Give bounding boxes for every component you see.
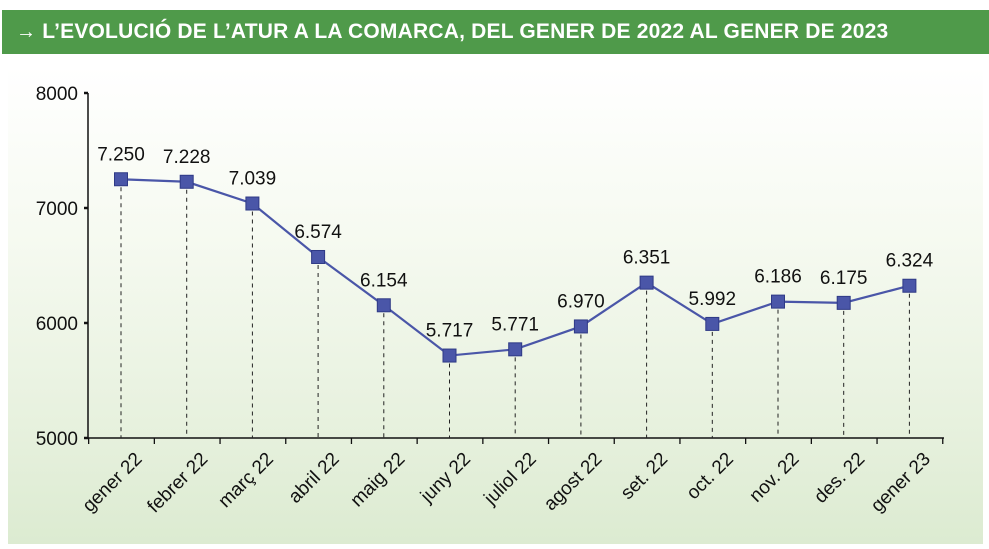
data-point (639, 275, 654, 290)
x-tick-label: gener 23 (867, 449, 935, 517)
x-tick-label: juny 22 (416, 449, 475, 508)
data-label: 6.970 (557, 291, 605, 312)
x-tick-label: febrer 22 (144, 449, 213, 518)
x-tick-label: des. 22 (810, 449, 869, 508)
chart-panel (8, 66, 983, 544)
y-tick-label: 5000 (36, 429, 78, 450)
data-point (705, 316, 720, 331)
data-label: 7.039 (229, 169, 277, 190)
y-tick-label: 6000 (36, 314, 78, 335)
data-point (245, 196, 260, 211)
data-point (836, 295, 851, 310)
chart-title: L’EVOLUCIÓ DE L’ATUR A LA COMARCA, DEL G… (42, 20, 889, 43)
x-tick-label: set. 22 (617, 449, 672, 504)
data-point (508, 342, 523, 357)
x-tick-label: abril 22 (285, 449, 344, 508)
data-label: 6.186 (754, 267, 802, 288)
data-label: 5.992 (689, 289, 737, 310)
data-point (114, 172, 128, 187)
x-tick-label: oct. 22 (683, 449, 738, 504)
x-tick-label: març 22 (215, 449, 278, 512)
x-tick-label: nov. 22 (746, 449, 804, 507)
data-point (573, 319, 588, 334)
x-tick-label: gener 22 (79, 449, 147, 517)
x-tick-label: maig 22 (347, 449, 410, 512)
data-label: 6.351 (623, 248, 671, 269)
data-label: 7.250 (97, 144, 145, 165)
data-label: 5.771 (491, 314, 539, 335)
data-point (376, 298, 391, 313)
data-point (179, 174, 194, 189)
data-point (311, 249, 326, 264)
x-tick-label: juliol 22 (480, 449, 541, 510)
data-point (902, 278, 917, 293)
y-tick-label: 7000 (36, 199, 78, 220)
data-label: 7.228 (163, 147, 211, 168)
data-label: 6.175 (820, 268, 868, 289)
data-label: 5.717 (426, 321, 474, 342)
y-tick-label: 8000 (36, 84, 78, 105)
data-point (771, 294, 785, 309)
x-tick-label: agost 22 (540, 449, 606, 515)
data-label: 6.574 (294, 222, 342, 243)
data-point (442, 348, 457, 363)
data-label: 6.324 (886, 251, 934, 272)
arrow-right-icon: → (16, 20, 37, 43)
data-label: 6.154 (360, 270, 408, 291)
chart-header: → L’EVOLUCIÓ DE L’ATUR A LA COMARCA, DEL… (2, 10, 989, 54)
